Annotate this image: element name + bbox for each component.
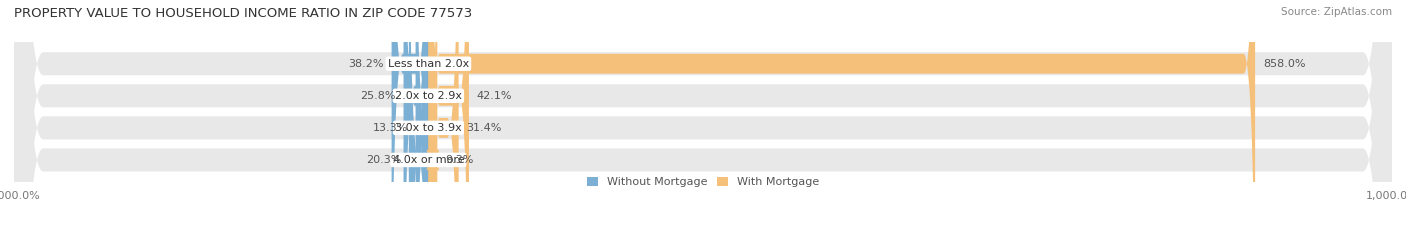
FancyBboxPatch shape xyxy=(429,0,470,233)
FancyBboxPatch shape xyxy=(14,0,1392,233)
FancyBboxPatch shape xyxy=(429,0,1256,233)
FancyBboxPatch shape xyxy=(416,0,429,233)
Text: 858.0%: 858.0% xyxy=(1263,59,1305,69)
FancyBboxPatch shape xyxy=(14,0,1392,233)
Text: 13.3%: 13.3% xyxy=(373,123,408,133)
Text: 42.1%: 42.1% xyxy=(477,91,512,101)
Text: 2.0x to 2.9x: 2.0x to 2.9x xyxy=(395,91,463,101)
FancyBboxPatch shape xyxy=(426,0,440,233)
FancyBboxPatch shape xyxy=(429,0,458,233)
Text: 4.0x or more: 4.0x or more xyxy=(392,155,464,165)
Text: PROPERTY VALUE TO HOUSEHOLD INCOME RATIO IN ZIP CODE 77573: PROPERTY VALUE TO HOUSEHOLD INCOME RATIO… xyxy=(14,7,472,20)
Text: 31.4%: 31.4% xyxy=(467,123,502,133)
FancyBboxPatch shape xyxy=(14,0,1392,233)
Text: 25.8%: 25.8% xyxy=(360,91,396,101)
FancyBboxPatch shape xyxy=(392,0,429,233)
Text: 3.0x to 3.9x: 3.0x to 3.9x xyxy=(395,123,461,133)
Legend: Without Mortgage, With Mortgage: Without Mortgage, With Mortgage xyxy=(588,177,818,187)
Text: 9.3%: 9.3% xyxy=(446,155,474,165)
FancyBboxPatch shape xyxy=(404,0,429,233)
Text: Source: ZipAtlas.com: Source: ZipAtlas.com xyxy=(1281,7,1392,17)
Text: 20.3%: 20.3% xyxy=(366,155,401,165)
Text: 38.2%: 38.2% xyxy=(349,59,384,69)
FancyBboxPatch shape xyxy=(14,0,1392,233)
FancyBboxPatch shape xyxy=(409,0,429,233)
Text: Less than 2.0x: Less than 2.0x xyxy=(388,59,470,69)
